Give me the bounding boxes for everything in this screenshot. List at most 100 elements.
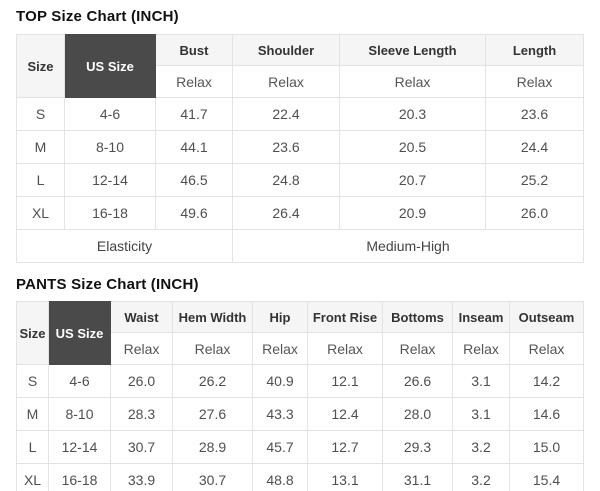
measure-value-cell: 26.2 [172, 364, 253, 398]
pants-relax-cell: Relax [382, 332, 453, 365]
measure-value-cell: 3.1 [452, 364, 510, 398]
pants-us-size-header-label: US Size [55, 325, 104, 341]
top-header-shoulder: Shoulder [232, 34, 340, 66]
pants-header-bottoms: Bottoms [382, 301, 453, 333]
elasticity-label-cell: Elasticity [16, 229, 233, 263]
size-label-cell: S [16, 364, 49, 398]
measure-value-cell: 43.3 [252, 397, 308, 431]
measure-value-cell: 33.9 [110, 463, 173, 491]
measure-value-cell: 26.0 [110, 364, 173, 398]
pants-header-outseam: Outseam [509, 301, 584, 333]
top-row-m: M 8-10 44.1 23.6 20.5 24.4 [16, 130, 584, 164]
measure-value-cell: 41.7 [155, 97, 233, 131]
size-label-cell: M [16, 397, 49, 431]
measure-value-cell: 26.4 [232, 196, 340, 230]
top-header-length: Length [485, 34, 584, 66]
pants-relax-cell: Relax [452, 332, 510, 365]
measure-value-cell: 23.6 [232, 130, 340, 164]
pants-header-waist: Waist [110, 301, 173, 333]
pants-chart-title: PANTS Size Chart (INCH) [16, 276, 199, 293]
measure-value-cell: 22.4 [232, 97, 340, 131]
pants-row-m: M 8-10 28.3 27.6 43.3 12.4 28.0 3.1 14.6 [16, 397, 584, 431]
measure-value-cell: 12.7 [307, 430, 383, 464]
top-row-l: L 12-14 46.5 24.8 20.7 25.2 [16, 163, 584, 197]
size-label-cell: XL [16, 463, 49, 491]
pants-header-row: Size US Size Waist Hem Width Hip Front R… [16, 301, 584, 365]
us-size-cell: 12-14 [64, 163, 156, 197]
measure-value-cell: 23.6 [485, 97, 584, 131]
top-size-header-cell: Size [16, 34, 65, 98]
measure-value-cell: 26.0 [485, 196, 584, 230]
top-header-sleeve-length: Sleeve Length [339, 34, 486, 66]
size-label-cell: XL [16, 196, 65, 230]
top-us-size-header-label: US Size [86, 58, 134, 74]
pants-row-l: L 12-14 30.7 28.9 45.7 12.7 29.3 3.2 15.… [16, 430, 584, 464]
size-label-cell: S [16, 97, 65, 131]
measure-value-cell: 24.8 [232, 163, 340, 197]
measure-value-cell: 20.9 [339, 196, 486, 230]
pants-size-table: Size US Size Waist Hem Width Hip Front R… [16, 301, 584, 491]
measure-value-cell: 30.7 [110, 430, 173, 464]
measure-value-cell: 14.6 [509, 397, 584, 431]
top-us-size-header-cell: US Size [64, 34, 156, 98]
top-chart-title: TOP Size Chart (INCH) [16, 8, 179, 25]
top-relax-row: Relax Relax Relax Relax [17, 65, 584, 98]
measure-value-cell: 28.9 [172, 430, 253, 464]
pants-relax-cell: Relax [252, 332, 308, 365]
us-size-cell: 12-14 [48, 430, 111, 464]
us-size-cell: 8-10 [64, 130, 156, 164]
size-label-cell: L [16, 430, 49, 464]
measure-value-cell: 12.4 [307, 397, 383, 431]
measure-value-cell: 15.0 [509, 430, 584, 464]
pants-header-inseam: Inseam [452, 301, 510, 333]
elasticity-value-cell: Medium-High [232, 229, 584, 263]
top-elasticity-row: Elasticity Medium-High [16, 229, 584, 263]
measure-value-cell: 3.1 [452, 397, 510, 431]
measure-value-cell: 30.7 [172, 463, 253, 491]
measure-value-cell: 13.1 [307, 463, 383, 491]
measure-value-cell: 40.9 [252, 364, 308, 398]
pants-header-hem-width: Hem Width [172, 301, 253, 333]
measure-value-cell: 29.3 [382, 430, 453, 464]
pants-relax-row: Relax Relax Relax Relax Relax Relax Rela… [17, 332, 584, 365]
measure-value-cell: 46.5 [155, 163, 233, 197]
top-header-row: Size US Size Bust Shoulder Sleeve Length… [16, 34, 584, 98]
pants-header-front-rise: Front Rise [307, 301, 383, 333]
measure-value-cell: 3.2 [452, 430, 510, 464]
top-row-xl: XL 16-18 49.6 26.4 20.9 26.0 [16, 196, 584, 230]
measure-value-cell: 26.6 [382, 364, 453, 398]
measure-value-cell: 24.4 [485, 130, 584, 164]
top-relax-cell: Relax [339, 65, 486, 98]
top-relax-cell: Relax [232, 65, 340, 98]
us-size-cell: 4-6 [48, 364, 111, 398]
pants-row-xl: XL 16-18 33.9 30.7 48.8 13.1 31.1 3.2 15… [16, 463, 584, 491]
top-size-table: Size US Size Bust Shoulder Sleeve Length… [16, 34, 584, 263]
pants-us-size-header-cell: US Size [48, 301, 111, 365]
pants-header-hip: Hip [252, 301, 308, 333]
pants-row-s: S 4-6 26.0 26.2 40.9 12.1 26.6 3.1 14.2 [16, 364, 584, 398]
measure-value-cell: 44.1 [155, 130, 233, 164]
us-size-cell: 8-10 [48, 397, 111, 431]
us-size-cell: 16-18 [64, 196, 156, 230]
measure-value-cell: 28.0 [382, 397, 453, 431]
measure-value-cell: 31.1 [382, 463, 453, 491]
pants-relax-cell: Relax [172, 332, 253, 365]
pants-relax-cell: Relax [509, 332, 584, 365]
top-relax-cell: Relax [155, 65, 233, 98]
measure-value-cell: 48.8 [252, 463, 308, 491]
measure-value-cell: 12.1 [307, 364, 383, 398]
measure-value-cell: 45.7 [252, 430, 308, 464]
measure-value-cell: 15.4 [509, 463, 584, 491]
top-header-bust: Bust [155, 34, 233, 66]
top-row-s: S 4-6 41.7 22.4 20.3 23.6 [16, 97, 584, 131]
pants-relax-cell: Relax [110, 332, 173, 365]
measure-value-cell: 27.6 [172, 397, 253, 431]
measure-value-cell: 20.5 [339, 130, 486, 164]
measure-value-cell: 20.3 [339, 97, 486, 131]
pants-relax-cell: Relax [307, 332, 383, 365]
measure-value-cell: 28.3 [110, 397, 173, 431]
top-relax-cell: Relax [485, 65, 584, 98]
pants-size-header-cell: Size [16, 301, 49, 365]
us-size-cell: 16-18 [48, 463, 111, 491]
